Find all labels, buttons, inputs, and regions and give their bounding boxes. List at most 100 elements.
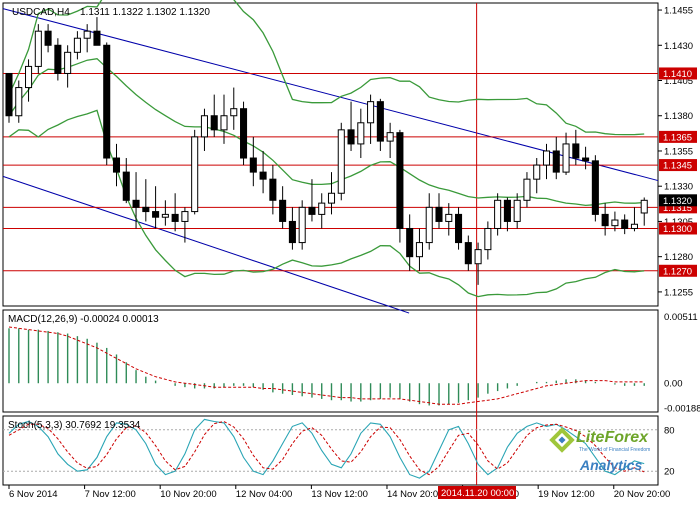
candle-body-bull xyxy=(298,206,306,244)
candle xyxy=(171,193,179,232)
candle xyxy=(259,150,267,194)
candle xyxy=(464,235,472,271)
stoch-main-line xyxy=(8,418,645,479)
macd-label: MACD(12,26,9) -0.00024 0.00013 xyxy=(8,314,159,325)
candle-body-bear xyxy=(279,199,287,222)
current-price-tag xyxy=(659,194,697,207)
candle-body-bear xyxy=(171,213,179,222)
level-tag-label: 1.1270 xyxy=(663,266,692,277)
candle xyxy=(621,214,629,235)
chart-title: USDCAD,H4 xyxy=(12,7,70,18)
candle xyxy=(44,24,52,53)
candle xyxy=(288,207,296,250)
candle xyxy=(298,200,306,250)
candle xyxy=(93,17,101,46)
candle xyxy=(582,146,590,170)
time-tick-label: 20 Nov 20:00 xyxy=(614,489,671,500)
candle xyxy=(161,200,169,226)
logo-mark-icon xyxy=(549,427,575,453)
liteforex-logo: LiteForex The World of Financial Freedom… xyxy=(549,427,650,473)
level-tag xyxy=(659,67,697,80)
logo-tagline: The World of Financial Freedom xyxy=(579,447,650,453)
candle-body-bear xyxy=(152,211,160,218)
stoch-signal-line xyxy=(8,420,645,476)
candle xyxy=(279,186,287,229)
level-tag-label: 1.1300 xyxy=(663,224,692,235)
time-tick-label: 14 Nov 20:00 xyxy=(387,489,444,500)
candle xyxy=(5,72,13,123)
candle xyxy=(435,193,443,229)
candle-body-bull xyxy=(513,199,521,222)
candle-body-bull xyxy=(327,192,336,204)
candle-body-bear xyxy=(406,227,414,258)
candle xyxy=(25,59,33,102)
candle-body-bear xyxy=(572,143,580,159)
candle-body-bear xyxy=(503,199,511,222)
candle-body-bull xyxy=(367,101,375,124)
candle-body-bear xyxy=(5,72,13,117)
candle-body-bear xyxy=(591,160,599,215)
price-tick-label: 1.1305 xyxy=(664,217,693,228)
price-tick-label: 1.1255 xyxy=(664,287,693,298)
candle-body-bull xyxy=(630,223,638,229)
macd-pane xyxy=(2,309,659,413)
candle xyxy=(415,228,423,271)
candle-body-bear xyxy=(122,171,130,201)
channel-lower-line xyxy=(2,175,410,314)
candle-body-bull xyxy=(386,132,394,142)
candle xyxy=(15,80,23,123)
candle-body-bull xyxy=(200,115,208,138)
candle-body-bear xyxy=(103,44,111,159)
candle-body-bull xyxy=(73,37,81,53)
candle-body-bull xyxy=(415,242,423,258)
candle xyxy=(122,158,130,204)
candle xyxy=(386,122,394,159)
time-tick-label: 19 Nov 12:00 xyxy=(538,489,595,500)
candle xyxy=(376,98,384,151)
candle-body-bear xyxy=(621,219,629,229)
candle xyxy=(34,24,42,74)
stoch-tick-label: 80 xyxy=(664,425,675,436)
candle xyxy=(210,94,218,137)
time-tick-label: 10 Nov 20:00 xyxy=(160,489,217,500)
level-tag xyxy=(659,222,697,235)
candle xyxy=(542,143,551,180)
candle-body-bull xyxy=(318,202,326,215)
candle xyxy=(630,207,638,232)
candle-body-bull xyxy=(640,199,648,214)
candle xyxy=(181,207,189,243)
level-tag xyxy=(659,159,697,172)
candle xyxy=(425,193,433,250)
level-tag-label: 1.1365 xyxy=(663,132,692,143)
candle-body-bear xyxy=(269,178,277,201)
candle-body-bear xyxy=(582,157,590,162)
candle-body-bull xyxy=(484,227,492,251)
candle xyxy=(357,108,365,159)
candle xyxy=(494,193,502,236)
candle xyxy=(220,94,228,144)
candle xyxy=(513,193,521,229)
candle-body-bull xyxy=(533,164,541,180)
candle-body-bull xyxy=(220,115,228,131)
candle xyxy=(601,203,609,236)
candle-body-bear xyxy=(249,157,257,173)
level-tag xyxy=(659,264,697,277)
candle-body-bear xyxy=(552,150,560,173)
candle-body-bear xyxy=(132,199,140,208)
candle-body-bear xyxy=(112,157,121,173)
crosshair-label: 2014.11.20 00:00 xyxy=(441,488,514,499)
candle xyxy=(572,129,580,166)
candle xyxy=(230,87,238,130)
macd-signal-line xyxy=(8,326,645,405)
candle-body-bear xyxy=(142,206,150,213)
candle xyxy=(445,203,453,236)
candle-body-bear xyxy=(259,171,267,180)
logo-sub: Analytics xyxy=(579,457,642,473)
time-tick-label: 6 Nov 2014 xyxy=(9,489,58,500)
candle-body-bull xyxy=(445,213,453,222)
candle-body-bull xyxy=(15,87,23,117)
candle-body-bull xyxy=(611,219,619,227)
candle xyxy=(484,221,492,260)
candle xyxy=(455,207,463,250)
